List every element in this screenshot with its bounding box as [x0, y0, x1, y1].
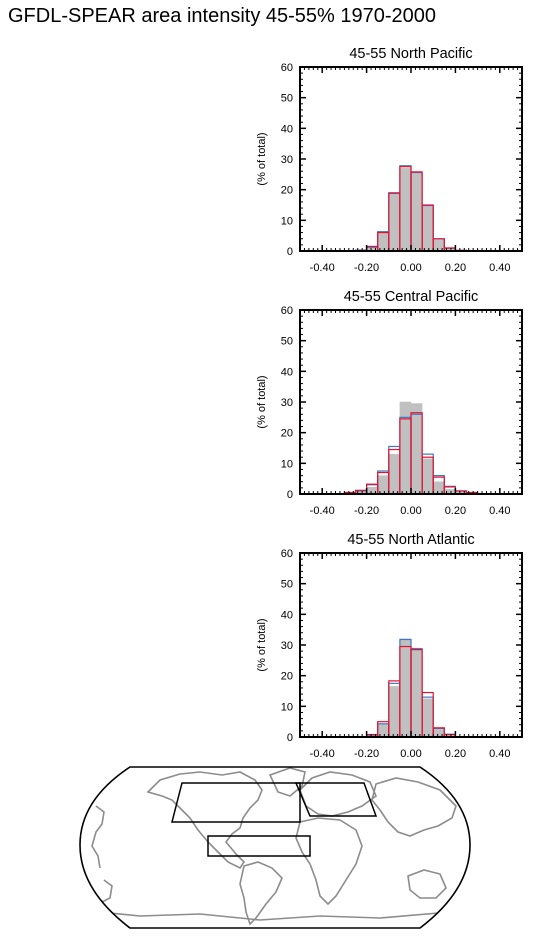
x-tick-label: 0.40 [489, 505, 510, 517]
north-america-coast [146, 771, 263, 870]
y-tick-label: 50 [281, 336, 293, 348]
asia-coast [371, 777, 457, 837]
panel-title: 45-55 North Pacific [349, 46, 472, 62]
y-tick-label: 0 [287, 489, 293, 501]
figure-title: GFDL-SPEAR area intensity 45-55% 1970-20… [8, 5, 437, 27]
region-boxes [171, 782, 378, 857]
y-tick-label: 20 [281, 428, 293, 440]
y-tick-label: 30 [281, 640, 293, 652]
x-tick-label: 0.20 [445, 505, 466, 517]
panel-title: 45-55 Central Pacific [344, 289, 479, 305]
y-tick-label: 40 [281, 609, 293, 621]
y-tick-label: 10 [281, 215, 293, 227]
australia-coast-left [101, 879, 113, 903]
x-tick-label: -0.20 [354, 505, 379, 517]
x-tick-label: 0.00 [400, 262, 421, 274]
europe-coast [299, 771, 377, 817]
y-tick-label: 60 [281, 305, 293, 317]
y-tick-label: 50 [281, 93, 293, 105]
x-tick-label: 0.20 [445, 262, 466, 274]
south-america-coast [239, 861, 283, 926]
y-tick-label: 0 [287, 732, 293, 744]
x-tick-label: 0.00 [400, 748, 421, 760]
y-tick-label: 40 [281, 366, 293, 378]
y-tick-label: 10 [281, 458, 293, 470]
africa-coast [295, 817, 363, 906]
east-asia-coast-left [91, 805, 105, 869]
panel-2: 0 10 20 30 40 50 60 -0.40 -0.20 0.00 0.20 0.40 45-55… [256, 289, 523, 517]
north-pacific-region-box [171, 782, 301, 823]
australia-coast [407, 869, 447, 899]
y-tick-label: 60 [281, 62, 293, 74]
coastlines [91, 767, 457, 926]
north-atlantic-region-box [294, 782, 378, 817]
y-tick-label: 30 [281, 397, 293, 409]
y-tick-label: 50 [281, 579, 293, 591]
x-tick-label: 0.20 [445, 748, 466, 760]
x-tick-label: -0.20 [354, 262, 379, 274]
x-tick-label: -0.40 [310, 262, 335, 274]
x-tick-label: -0.40 [310, 505, 335, 517]
x-tick-label: 0.00 [400, 505, 421, 517]
y-tick-label: 60 [281, 548, 293, 560]
panel-3: 0 10 20 30 40 50 60 -0.40 -0.20 0.00 0.20 0.40 45-55… [256, 532, 523, 760]
y-tick-label: 30 [281, 154, 293, 166]
x-tick-label: 0.40 [489, 262, 510, 274]
y-tick-label: 10 [281, 701, 293, 713]
y-tick-label: 40 [281, 123, 293, 135]
y-tick-label: 20 [281, 671, 293, 683]
x-tick-label: -0.40 [310, 748, 335, 760]
map-border [79, 766, 471, 929]
greenland-coast [268, 767, 306, 797]
panel-title: 45-55 North Atlantic [347, 532, 474, 548]
y-tick-label: 0 [287, 246, 293, 258]
x-tick-label: 0.40 [489, 748, 510, 760]
antarctica-coast [99, 911, 451, 921]
y-axis-label: (% of total) [256, 618, 268, 671]
central-pacific-region-box [207, 835, 311, 857]
x-tick-label: -0.20 [354, 748, 379, 760]
y-tick-label: 20 [281, 185, 293, 197]
y-axis-label: (% of total) [256, 375, 268, 428]
y-axis-label: (% of total) [256, 132, 268, 185]
panel-1: 0 10 20 30 40 50 60 -0.40 -0.20 0.00 0.20 0.40 45-55… [256, 46, 523, 274]
